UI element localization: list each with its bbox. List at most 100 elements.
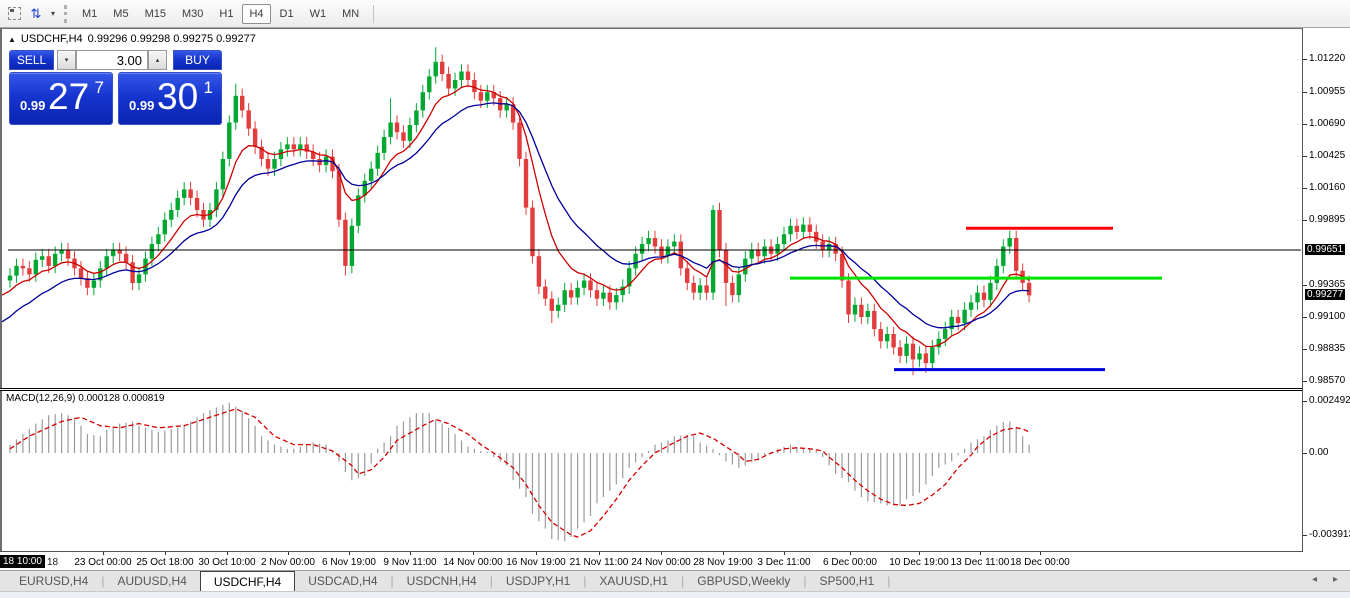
chart-tab-bar: EURUSD,H4 | AUDUSD,H4 USDCHF,H4 USDCAD,H… [0,570,1350,591]
candle-body [627,268,632,287]
candle-body [420,92,425,111]
candle-body [233,95,238,123]
axis-tick [1303,400,1307,402]
price-axis-label: 0.99100 [1309,310,1346,322]
candle-body [465,71,471,80]
axis-tick [1303,59,1307,61]
candle-body [265,159,271,169]
tab-usdcnh-h4[interactable]: USDCNH,H4 [406,574,477,588]
candle-body [917,353,922,360]
price-axis-label: 1.00425 [1309,149,1346,161]
candle-body [839,253,845,281]
pane-divider[interactable] [0,388,1302,391]
tab-separator: | [681,574,685,588]
candle-body [923,353,929,364]
candle-body [298,144,303,150]
macd-axis-label: 0.002492 [1309,394,1350,406]
time-axis-tick [980,552,981,555]
candle-body [975,292,980,303]
sell-price-button[interactable]: 0.99 27 7 [9,72,113,125]
volume-decrease-button[interactable]: ▾ [57,50,76,70]
candle-body [710,210,716,293]
price-axis-label: 0.99365 [1309,278,1346,290]
tab-usdchf-h4[interactable]: USDCHF,H4 [199,571,296,591]
candle-body [427,76,432,93]
time-axis-label: 18 Dec 00:00 [1010,557,1070,568]
candle-body [801,224,806,232]
candle-body [394,122,400,133]
one-click-trading-panel: SELL ▾ ▴ BUY 0.99 27 7 0.99 30 1 [9,50,222,125]
collapse-triangle-icon[interactable]: ▲ [8,34,16,44]
tf-button-mn[interactable]: MN [342,7,360,20]
candle-body [194,197,200,210]
axis-tick [1303,349,1307,351]
axis-tick [1303,123,1307,125]
price-axis[interactable]: 1.01220 1.00955 1.00690 1.00425 1.00160 0.998… [1303,28,1350,552]
candle-body [691,282,696,293]
candle-body [988,282,993,300]
candle-body [381,137,387,153]
tf-button-d1[interactable]: D1 [279,7,294,20]
time-axis-label: 23 Oct 00:00 [74,557,132,568]
price-axis-label: 1.01220 [1309,53,1346,65]
tab-audusd-h4[interactable]: AUDUSD,H4 [117,574,187,588]
tab-usdjpy-h1[interactable]: USDJPY,H1 [505,574,571,588]
buy-price-pips: 30 [157,76,199,117]
chart-canvas[interactable] [0,29,1302,552]
tabs-scroll-right-icon[interactable]: ▸ [1333,574,1339,585]
tab-xauusd-h1[interactable]: XAUUSD,H1 [599,574,669,588]
tab-gbpusd-weekly[interactable]: GBPUSD,Weekly [697,574,791,588]
cursor-time-extra: 18 [47,557,59,568]
dropdown-caret-icon[interactable]: ▾ [50,9,55,18]
candle-body [349,225,355,266]
time-axis[interactable]: 18 10:00 18 23 Oct 00:00 25 Oct 18:00 30 O… [0,552,1350,570]
candle-body [549,298,554,311]
tab-eurusd-h4[interactable]: EURUSD,H4 [19,574,89,588]
tf-button-h1[interactable]: H1 [219,7,234,20]
candle-body [504,104,509,111]
candle-body [665,246,671,257]
candle-body [285,144,290,150]
tf-button-w1[interactable]: W1 [309,7,327,20]
time-axis-tick [473,552,474,555]
buy-price-prefix: 0.99 [129,98,155,113]
candle-body [491,92,496,99]
buy-price-button[interactable]: 0.99 30 1 [118,72,222,125]
symbols-arrows-icon[interactable]: ⇅ [30,6,42,21]
candle-body [517,122,522,159]
candle-body [65,250,71,259]
tab-usdcad-h4[interactable]: USDCAD,H4 [308,574,378,588]
toolbar-grip [64,4,69,23]
tab-separator: | [489,574,493,588]
candle-body [272,159,277,169]
price-axis-label: 1.00160 [1309,182,1346,194]
tab-sp500-h1[interactable]: SP500,H1 [819,574,875,588]
tf-button-m15[interactable]: M15 [144,7,166,20]
candle-body [620,286,625,296]
candle-body [814,231,819,242]
axis-tick [1303,284,1307,286]
candle-body [182,189,187,198]
candle-body [962,309,967,324]
volume-increase-button[interactable]: ▴ [148,50,167,70]
time-axis-tick [661,552,662,555]
tf-button-m5[interactable]: M5 [113,7,129,20]
candle-body [46,256,51,266]
candle-body [375,152,380,169]
crosshair-marquee-icon[interactable] [4,4,24,24]
tabs-scroll-left-icon[interactable]: ◂ [1312,574,1318,585]
tf-button-h4[interactable]: H4 [242,3,271,24]
candle-body [440,61,445,74]
chart-title: ▲ USDCHF,H4 0.99296 0.99298 0.99275 0.99… [8,33,256,45]
sell-button[interactable]: SELL [9,50,54,70]
candle-body [136,274,142,283]
buy-button[interactable]: BUY [173,50,222,70]
tf-button-m1[interactable]: M1 [82,7,98,20]
tf-button-m30[interactable]: M30 [181,7,204,20]
candle-body [7,275,13,281]
candle-body [85,278,90,288]
candle-body [556,304,561,311]
volume-input[interactable] [76,50,148,70]
candle-body [1001,246,1006,266]
